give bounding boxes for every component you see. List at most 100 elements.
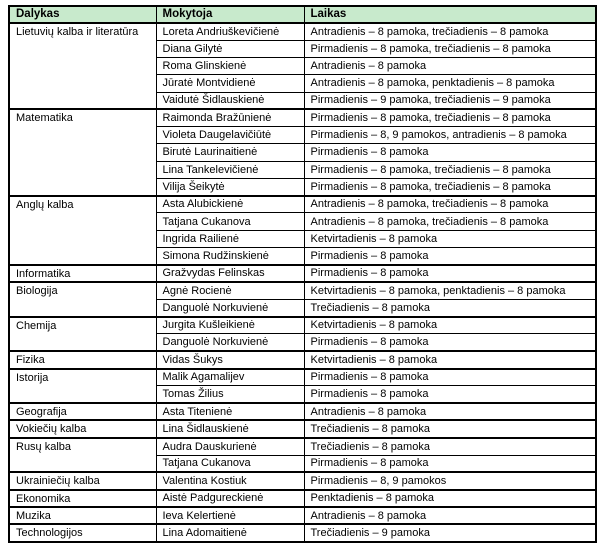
teacher-cell: Lina Adomaitienė [155, 523, 305, 543]
time-cell: Antradienis – 8 pamoka, penktadienis – 8… [303, 74, 597, 93]
teacher-cell: Diana Gilytė [155, 39, 305, 59]
teacher-cell: Ingrida Railienė [155, 229, 305, 248]
time-cell: Pirmadienis – 8 pamoka [303, 385, 597, 404]
teacher-cell: Lina Šidlauskienė [155, 419, 305, 439]
time-cell: Trečiadienis – 9 pamoka [303, 523, 597, 543]
column-header-teacher: Mokytoja [155, 5, 305, 24]
time-cell: Ketvirtadienis – 8 pamoka [303, 350, 597, 370]
subject-cell: Technologijos [8, 523, 157, 543]
table-row: Ingrida Railienė Ketvirtadienis – 8 pamok… [9, 229, 597, 248]
teacher-cell: Asta Alubickienė [155, 194, 305, 214]
time-cell: Pirmadienis – 8 pamoka [303, 333, 597, 352]
table-row: Geografija Asta Titenienė Antradienis – 8 … [8, 402, 597, 421]
time-cell: Ketvirtadienis – 8 pamoka [303, 229, 597, 248]
header-row: Dalykas Mokytoja Laikas [8, 5, 597, 24]
time-cell: Pirmadienis – 8, 9 pamokos [303, 471, 597, 491]
table-row: Informatika Gražvydas Felinskas Pirmadieni… [8, 263, 597, 283]
teacher-cell: Asta Titenienė [155, 402, 305, 421]
teacher-cell: Loreta Andriuškevičienė [155, 21, 305, 41]
time-cell: Pirmadienis – 8 pamoka [303, 367, 597, 387]
teacher-cell: Aistė Padgureckienė [155, 488, 305, 508]
teacher-cell: Ieva Kelertienė [155, 505, 305, 525]
subject-cell: Anglų kalba [8, 194, 157, 266]
time-cell: Pirmadienis – 8 pamoka, trečiadienis – 8… [303, 177, 597, 197]
table-row: Danguolė Norkuvienė Pirmadienis – 8 pamok… [9, 333, 597, 352]
table-row: Lina Tankelevičienė Pirmadienis – 8 pamok… [9, 160, 597, 179]
table-row: Ekonomika Aistė Padgureckienė Penktadienis… [8, 488, 597, 508]
teacher-cell: Danguolė Norkuvienė [155, 333, 305, 352]
time-cell: Pirmadienis – 8 pamoka, trečiadienis – 8… [303, 39, 597, 59]
time-cell: Ketvirtadienis – 8 pamoka, penktadienis … [303, 281, 597, 300]
time-cell: Pirmadienis – 8, 9 pamokos, antradienis … [303, 126, 597, 145]
teacher-cell: Tatjana Cukanova [155, 454, 305, 473]
teacher-cell: Vidas Šukys [155, 350, 305, 370]
time-cell: Penktadienis – 8 pamoka [303, 488, 597, 508]
time-cell: Antradienis – 8 pamoka [303, 57, 597, 76]
teacher-cell: Gražvydas Felinskas [155, 263, 305, 283]
subject-cell: Ukrainiečių kalba [8, 471, 157, 491]
teacher-cell: Jūratė Montvidienė [155, 74, 305, 93]
teacher-cell: Agnė Rocienė [155, 281, 305, 300]
teacher-cell: Raimonda Bražūnienė [155, 108, 305, 128]
table-row: Tatjana Cukanova Antradienis – 8 pamoka, … [9, 212, 597, 231]
table-row: Biologija Agnė Rocienė Ketvirtadienis – 8 … [8, 281, 597, 318]
subject-cell: Lietuvių kalba ir literatūra [8, 21, 157, 110]
subject-cell: Fizika [8, 350, 157, 370]
table-row: Muzika Ieva Kelertienė Antradienis – 8 pam… [8, 505, 597, 525]
time-cell: Pirmadienis – 8 pamoka [303, 143, 597, 162]
table-row: Rusų kalba Audra Dauskurienė Trečiadienis … [8, 436, 597, 473]
teacher-cell: Violeta Daugelavičiūtė [155, 126, 305, 145]
table-header: Dalykas Mokytoja Laikas [8, 5, 597, 24]
column-header-subject: Dalykas [8, 5, 157, 24]
table-row: Ukrainiečių kalba Valentina Kostiuk Pirmad… [8, 471, 597, 491]
subject-cell: Istorija [8, 367, 157, 404]
table-row: Jūratė Montvidienė Antradienis – 8 pamoka… [9, 74, 597, 93]
subject-cell: Muzika [8, 505, 157, 525]
table-row: Matematika Raimonda Bražūnienė Pirmadienis… [8, 108, 597, 197]
teacher-cell: Roma Glinskienė [155, 57, 305, 76]
time-cell: Pirmadienis – 8 pamoka, trečiadienis – 8… [303, 160, 597, 179]
timetable-body: Lietuvių kalba ir literatūra Loreta Andri… [8, 21, 597, 543]
time-cell: Antradienis – 8 pamoka [303, 402, 597, 421]
subject-cell: Rusų kalba [8, 436, 157, 473]
teacher-cell: Tomas Žilius [155, 385, 305, 404]
teacher-cell: Tatjana Cukanova [155, 212, 305, 231]
teacher-cell: Danguolė Norkuvienė [155, 298, 305, 318]
table-row: Simona Rudžinskienė Pirmadienis – 8 pamok… [9, 246, 597, 266]
time-cell: Antradienis – 8 pamoka, trečiadienis – 8… [303, 194, 597, 214]
subject-cell: Geografija [8, 402, 157, 421]
time-cell: Pirmadienis – 8 pamoka, trečiadienis – 8… [303, 108, 597, 128]
time-cell: Pirmadienis – 8 pamoka [303, 246, 597, 266]
time-cell: Trečiadienis – 8 pamoka [303, 419, 597, 439]
teacher-cell: Vaidutė Šidlauskienė [155, 91, 305, 110]
time-cell: Trečiadienis – 8 pamoka [303, 298, 597, 318]
teacher-cell: Valentina Kostiuk [155, 471, 305, 491]
column-header-time: Laikas [303, 5, 597, 24]
teacher-cell: Birutė Laurinaitienė [155, 143, 305, 162]
table-row: Anglų kalba Asta Alubickienė Antradienis –… [8, 194, 597, 266]
time-cell: Pirmadienis – 8 pamoka [303, 454, 597, 473]
table-row: Lietuvių kalba ir literatūra Loreta Andri… [8, 21, 597, 110]
table-row: Vilija Šeikytė Pirmadienis – 8 pamoka, tr… [9, 177, 597, 197]
time-cell: Pirmadienis – 9 pamoka, trečiadienis – 9… [303, 91, 597, 110]
subject-cell: Matematika [8, 108, 157, 197]
time-cell: Antradienis – 8 pamoka, trečiadienis – 8… [303, 21, 597, 41]
time-cell: Antradienis – 8 pamoka, trečiadienis – 8… [303, 212, 597, 231]
table-row: Technologijos Lina Adomaitienė Trečiadieni… [8, 523, 597, 543]
time-cell: Trečiadienis – 8 pamoka [303, 436, 597, 456]
time-cell: Ketvirtadienis – 8 pamoka [303, 315, 597, 335]
subject-cell: Ekonomika [8, 488, 157, 508]
time-cell: Antradienis – 8 pamoka [303, 505, 597, 525]
time-cell: Pirmadienis – 8 pamoka [303, 263, 597, 283]
teacher-cell: Simona Rudžinskienė [155, 246, 305, 266]
table-row: Violeta Daugelavičiūtė Pirmadienis – 8, 9… [9, 126, 597, 145]
table-row: Vokiečių kalba Lina Šidlauskienė Trečiadie… [8, 419, 597, 439]
subject-cell: Vokiečių kalba [8, 419, 157, 439]
table-row: Istorija Malik Agamalijev Pirmadienis – 8 … [8, 367, 597, 404]
consultation-timetable: Dalykas Mokytoja Laikas Lietuvių kalba i… [8, 5, 597, 543]
teacher-cell: Vilija Šeikytė [155, 177, 305, 197]
subject-cell: Chemija [8, 315, 157, 352]
teacher-cell: Malik Agamalijev [155, 367, 305, 387]
subject-cell: Informatika [8, 263, 157, 283]
teacher-cell: Jurgita Kušleikienė [155, 315, 305, 335]
